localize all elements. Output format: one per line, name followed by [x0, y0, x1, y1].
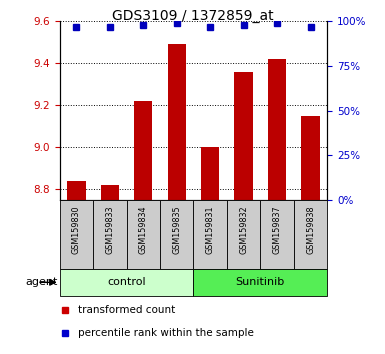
Text: GSM159831: GSM159831	[206, 206, 215, 254]
Bar	[193, 200, 227, 269]
Bar	[301, 116, 320, 354]
Bar	[93, 200, 127, 269]
Bar	[160, 200, 194, 269]
Bar	[60, 200, 93, 269]
Text: control: control	[107, 277, 146, 287]
Bar	[167, 44, 186, 354]
Bar	[60, 269, 193, 296]
Text: Sunitinib: Sunitinib	[236, 277, 285, 287]
Text: GSM159835: GSM159835	[172, 206, 181, 254]
Bar	[127, 200, 160, 269]
Text: GSM159833: GSM159833	[105, 206, 114, 254]
Text: GSM159834: GSM159834	[139, 206, 148, 254]
Bar	[227, 200, 260, 269]
Text: agent: agent	[25, 277, 58, 287]
Bar	[294, 200, 327, 269]
Text: GSM159837: GSM159837	[273, 206, 281, 254]
Bar	[193, 269, 327, 296]
Text: GSM159830: GSM159830	[72, 206, 81, 254]
Bar	[201, 147, 219, 354]
Bar	[234, 72, 253, 354]
Bar	[268, 59, 286, 354]
Text: GDS3109 / 1372859_at: GDS3109 / 1372859_at	[112, 9, 273, 23]
Text: GSM159832: GSM159832	[239, 206, 248, 254]
Bar	[100, 185, 119, 354]
Text: percentile rank within the sample: percentile rank within the sample	[79, 328, 254, 338]
Bar	[134, 101, 152, 354]
Text: GSM159838: GSM159838	[306, 206, 315, 254]
Bar	[67, 181, 85, 354]
Text: transformed count: transformed count	[79, 305, 176, 315]
Bar	[260, 200, 294, 269]
